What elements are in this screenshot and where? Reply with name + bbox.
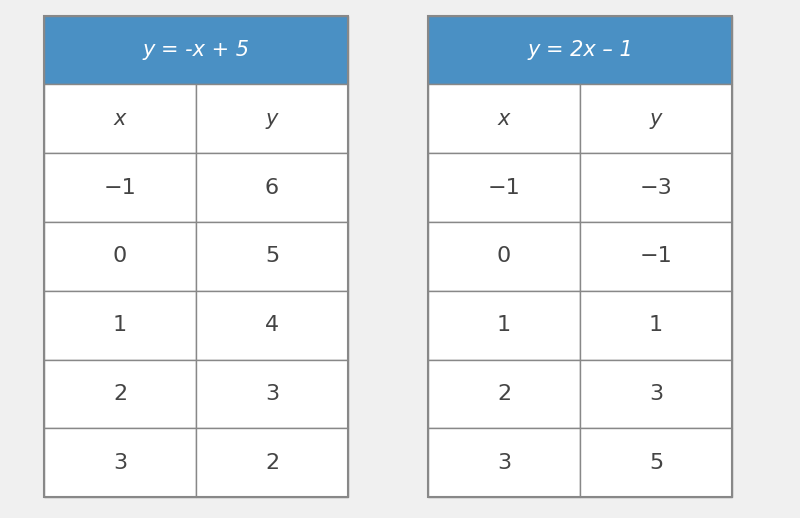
Text: 1: 1 (649, 315, 663, 335)
Text: 5: 5 (649, 453, 663, 473)
Text: 6: 6 (265, 178, 279, 197)
Text: 0: 0 (497, 247, 511, 266)
Bar (580, 153, 732, 222)
Text: 3: 3 (265, 384, 279, 404)
Text: 3: 3 (113, 453, 127, 473)
Text: 1: 1 (113, 315, 127, 335)
Text: x: x (498, 109, 510, 129)
Bar (196, 84, 348, 153)
Text: y: y (266, 109, 278, 129)
Bar (196, 222, 348, 291)
Text: 3: 3 (497, 453, 511, 473)
Bar (44, 359, 196, 428)
Text: y = 2x – 1: y = 2x – 1 (527, 40, 633, 60)
Text: 0: 0 (113, 247, 127, 266)
Bar (428, 428, 580, 497)
Bar (428, 359, 580, 428)
Bar (428, 291, 580, 359)
Text: y = -x + 5: y = -x + 5 (142, 40, 250, 60)
Bar (428, 16, 732, 84)
Bar (580, 359, 732, 428)
Text: 2: 2 (113, 384, 127, 404)
Text: 5: 5 (265, 247, 279, 266)
Bar (580, 428, 732, 497)
Bar (44, 16, 348, 84)
Text: 2: 2 (497, 384, 511, 404)
Bar (44, 16, 348, 497)
Text: −1: −1 (640, 247, 672, 266)
Bar (44, 222, 196, 291)
Bar (580, 222, 732, 291)
Bar (44, 428, 196, 497)
Bar (44, 153, 196, 222)
Text: −1: −1 (104, 178, 136, 197)
Bar (428, 153, 580, 222)
Bar (44, 291, 196, 359)
Text: 2: 2 (265, 453, 279, 473)
Bar (428, 222, 580, 291)
Bar (428, 16, 732, 497)
Text: y: y (650, 109, 662, 129)
Bar (196, 359, 348, 428)
Bar (428, 84, 580, 153)
Bar (580, 84, 732, 153)
Text: −3: −3 (640, 178, 672, 197)
Bar (196, 291, 348, 359)
Bar (196, 153, 348, 222)
Text: 3: 3 (649, 384, 663, 404)
Bar (44, 84, 196, 153)
Text: x: x (114, 109, 126, 129)
Text: 4: 4 (265, 315, 279, 335)
Bar (196, 428, 348, 497)
Text: −1: −1 (488, 178, 520, 197)
Bar (580, 291, 732, 359)
Text: 1: 1 (497, 315, 511, 335)
